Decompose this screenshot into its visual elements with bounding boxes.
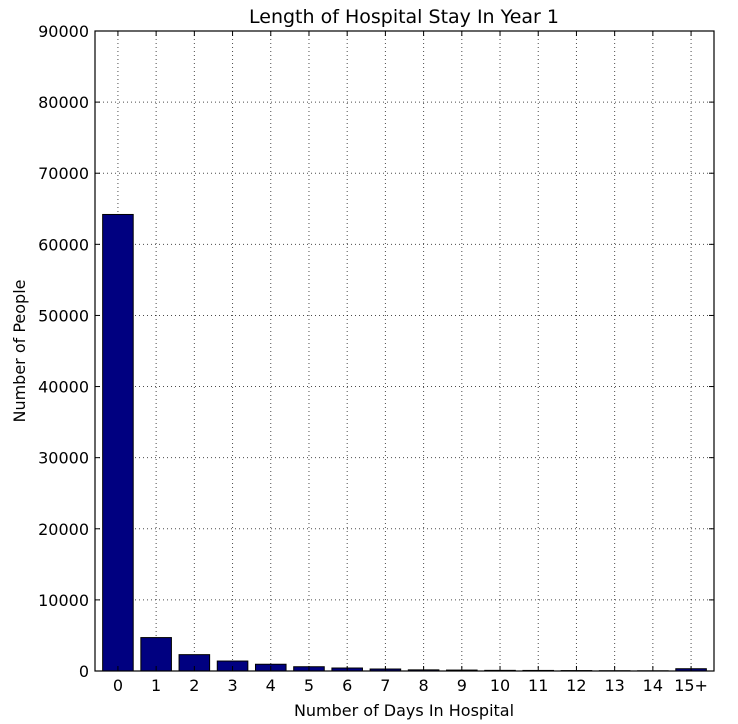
x-tick-label: 8: [419, 676, 429, 695]
y-tick-label: 50000: [38, 306, 89, 325]
x-tick-label: 10: [490, 676, 510, 695]
plot-frame: [94, 30, 715, 672]
bar-1: [140, 637, 172, 672]
y-tick-label: 10000: [38, 591, 89, 610]
x-tick-label: 5: [304, 676, 314, 695]
chart-title: Length of Hospital Stay In Year 1: [249, 6, 559, 28]
y-tick-label: 40000: [38, 378, 89, 397]
y-tick-label: 90000: [38, 22, 89, 41]
x-tick-labels: 0 1 2 3 4 5 6 7 8 9 10 11 12 13 14 15+: [113, 676, 708, 695]
bars-layer: [102, 213, 707, 672]
x-tick-label: 6: [342, 676, 352, 695]
y-tick-label: 80000: [38, 93, 89, 112]
x-tick-label: 3: [227, 676, 237, 695]
x-axis-label: Number of Days In Hospital: [294, 701, 514, 720]
ticks-layer: [95, 30, 714, 672]
x-tick-label: 14: [643, 676, 663, 695]
x-tick-label: 0: [113, 676, 123, 695]
x-tick-label: 7: [380, 676, 390, 695]
y-tick-label: 20000: [38, 520, 89, 539]
x-tick-label: 4: [266, 676, 276, 695]
bar-0: [102, 213, 134, 672]
x-tick-label: 13: [604, 676, 624, 695]
x-tick-label: 2: [189, 676, 199, 695]
x-tick-label: 9: [457, 676, 467, 695]
grid-layer: [95, 31, 714, 671]
y-tick-label: 30000: [38, 449, 89, 468]
y-tick-label: 0: [79, 662, 89, 681]
x-tick-label: 12: [566, 676, 586, 695]
x-tick-label: 11: [528, 676, 548, 695]
y-tick-label: 70000: [38, 164, 89, 183]
x-tick-label: 1: [151, 676, 161, 695]
x-tick-label: 15+: [674, 676, 708, 695]
y-tick-label: 60000: [38, 235, 89, 254]
y-axis-label: Number of People: [10, 279, 29, 422]
y-tick-labels: 0 10000 20000 30000 40000 50000 60000 70000 8000…: [38, 22, 89, 681]
